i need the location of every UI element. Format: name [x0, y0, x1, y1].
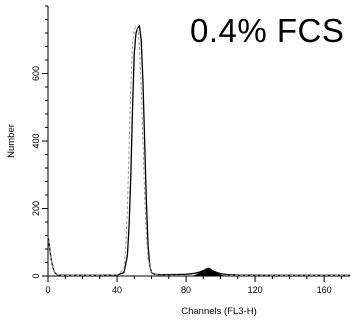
x-tick-label: 40: [112, 285, 122, 295]
filled-peak-area: [192, 267, 225, 277]
x-tick-label: 160: [317, 285, 332, 295]
y-tick-label: 200: [31, 201, 41, 216]
solid-series-line: [47, 24, 350, 276]
y-tick-label: 600: [31, 66, 41, 81]
y-tick-label: 0: [31, 273, 41, 278]
x-tick-label: 80: [181, 285, 191, 295]
y-axis-label: Number: [6, 124, 17, 158]
x-tick-label: 0: [45, 285, 50, 295]
x-axis-label: Channels (FL3-H): [181, 306, 257, 317]
y-tick-label: 400: [31, 133, 41, 148]
annotation-label: 0.4% FCS: [190, 12, 345, 49]
x-tick-label: 120: [248, 285, 263, 295]
dashed-series-line: [47, 25, 350, 276]
